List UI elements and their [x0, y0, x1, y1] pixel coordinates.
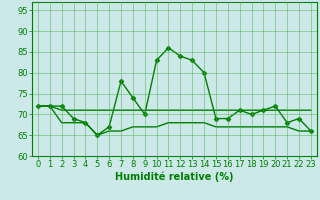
X-axis label: Humidité relative (%): Humidité relative (%) [115, 172, 234, 182]
